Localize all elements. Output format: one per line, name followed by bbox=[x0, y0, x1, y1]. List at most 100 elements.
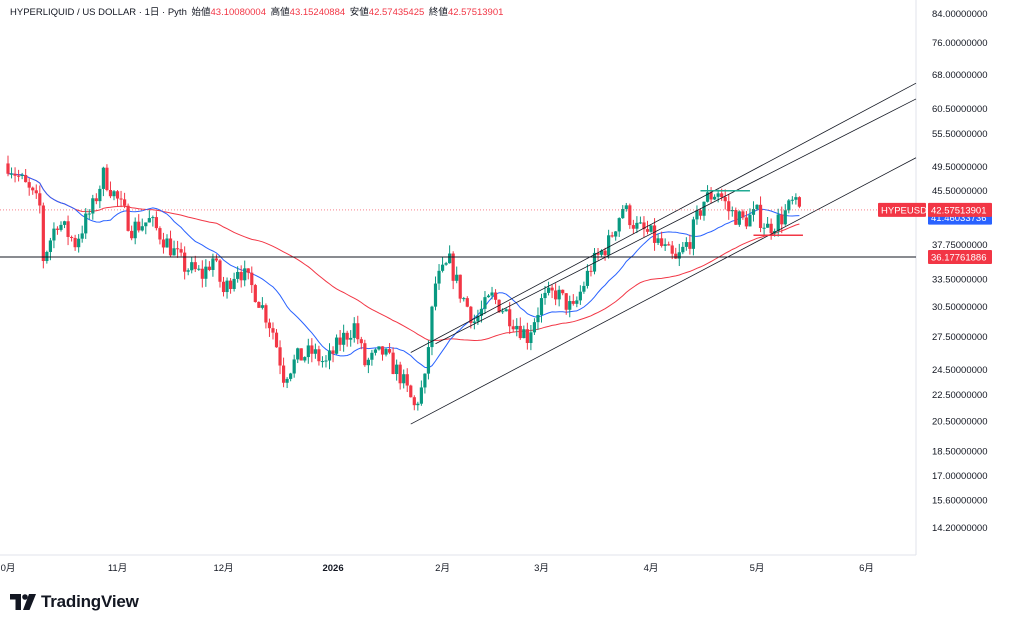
candle-body bbox=[596, 252, 600, 255]
candle-body bbox=[271, 328, 275, 333]
candle-body bbox=[504, 309, 508, 312]
candle-body bbox=[776, 214, 780, 232]
candle-body bbox=[741, 211, 745, 218]
trend-channel-drawings[interactable] bbox=[0, 82, 917, 425]
candle-body bbox=[9, 173, 14, 175]
candle-body bbox=[705, 192, 710, 202]
candle-body bbox=[137, 221, 141, 231]
price-tags: 35.9400000041.4603373642.57513901HYPEUSD… bbox=[878, 202, 992, 266]
candle-body bbox=[486, 295, 491, 298]
candle-body bbox=[183, 252, 187, 272]
candle-body bbox=[94, 198, 98, 202]
candle-body bbox=[554, 290, 558, 300]
candle-body bbox=[780, 214, 784, 225]
candle-body bbox=[292, 359, 296, 374]
candle-body bbox=[787, 200, 791, 211]
candle-body bbox=[13, 173, 17, 176]
candle-body bbox=[515, 325, 519, 330]
price-axis[interactable]: 84.00000000 76.00000000 68.00000000 60.5000… bbox=[932, 9, 987, 534]
candle-body bbox=[373, 349, 378, 353]
channel-line-upper bbox=[410, 82, 917, 353]
candle-body bbox=[24, 174, 28, 183]
price-tick-label: 30.50000000 bbox=[932, 302, 987, 313]
candle-body bbox=[501, 311, 505, 313]
price-tick-label: 55.50000000 bbox=[932, 129, 987, 140]
candle-body bbox=[175, 248, 180, 250]
candle-body bbox=[571, 301, 575, 304]
candle-body bbox=[158, 228, 162, 240]
candle-body bbox=[419, 387, 423, 404]
candle-body bbox=[762, 227, 766, 229]
candle-body bbox=[433, 283, 438, 307]
candle-body bbox=[324, 360, 328, 362]
candle-body bbox=[691, 219, 696, 249]
candle-body bbox=[246, 268, 250, 273]
time-tick-label: 4月 bbox=[644, 563, 659, 574]
candle-body bbox=[77, 238, 81, 248]
candle-body bbox=[525, 329, 529, 343]
candle-body bbox=[589, 270, 593, 272]
candle-body bbox=[614, 231, 618, 237]
close-label: 終値 bbox=[428, 7, 448, 18]
candle-body bbox=[479, 308, 484, 316]
candle-body bbox=[105, 167, 109, 191]
price-tick-label: 20.50000000 bbox=[932, 417, 987, 428]
candle-body bbox=[16, 175, 21, 177]
candle-body bbox=[709, 192, 713, 200]
candle-body bbox=[84, 213, 88, 234]
low-label: 安値 bbox=[349, 7, 369, 18]
candle-body bbox=[720, 193, 724, 198]
price-tick-label: 84.00000000 bbox=[932, 9, 987, 20]
tradingview-logo[interactable]: TradingView bbox=[10, 592, 139, 612]
candle-body bbox=[232, 278, 236, 289]
candle-body bbox=[253, 285, 257, 303]
candle-body bbox=[168, 238, 173, 256]
candle-body bbox=[688, 242, 692, 249]
chart-header: HYPERLIQUID / US DOLLAR · 1日 · Pyth 始値43… bbox=[10, 4, 503, 18]
candle-body bbox=[73, 237, 77, 248]
price-tick-label: 68.00000000 bbox=[932, 70, 987, 81]
candle-body bbox=[493, 292, 498, 300]
candle-body bbox=[108, 190, 113, 197]
candle-body bbox=[193, 262, 197, 270]
candle-body bbox=[465, 298, 469, 307]
candle-body bbox=[126, 205, 130, 231]
candle-body bbox=[649, 225, 653, 232]
candle-body bbox=[363, 343, 367, 366]
candle-body bbox=[667, 244, 671, 246]
price-tick-label: 60.50000000 bbox=[932, 104, 987, 115]
candle-body bbox=[677, 252, 681, 259]
candle-body bbox=[45, 251, 49, 262]
candle-body bbox=[543, 292, 547, 299]
candle-body bbox=[536, 314, 540, 323]
candle-body bbox=[264, 305, 268, 323]
candle-body bbox=[409, 385, 413, 398]
candle-body bbox=[462, 298, 466, 300]
candle-body bbox=[670, 245, 674, 254]
candle-body bbox=[345, 332, 349, 340]
candle-body bbox=[377, 346, 381, 350]
candle-body bbox=[437, 270, 441, 284]
candle-body bbox=[455, 274, 459, 281]
candle-body bbox=[179, 249, 183, 253]
candle-body bbox=[133, 221, 137, 239]
candle-body bbox=[320, 361, 325, 363]
channel-line-lower bbox=[410, 157, 917, 425]
symbol-description[interactable]: HYPERLIQUID / US DOLLAR · 1日 · Pyth bbox=[10, 7, 187, 18]
candle-body bbox=[476, 315, 480, 322]
price-tick-label: 15.60000000 bbox=[932, 496, 987, 507]
price-tick-label: 27.50000000 bbox=[932, 332, 987, 343]
ma-price-tag: 41.46033736 bbox=[931, 213, 986, 224]
close-value: 42.57513901 bbox=[447, 7, 504, 18]
candle-body bbox=[274, 332, 279, 348]
candle-body bbox=[783, 210, 787, 225]
candle-body bbox=[55, 228, 60, 230]
candle-body bbox=[490, 292, 494, 296]
candle-body bbox=[342, 332, 346, 345]
candle-body bbox=[550, 287, 554, 291]
candle-body bbox=[147, 218, 151, 223]
candle-body bbox=[228, 280, 233, 289]
price-tick-label: 14.20000000 bbox=[932, 523, 987, 534]
time-axis[interactable]: 0月 11月 12月 2026 2月 3月 4月 5月 6月 bbox=[1, 563, 874, 574]
